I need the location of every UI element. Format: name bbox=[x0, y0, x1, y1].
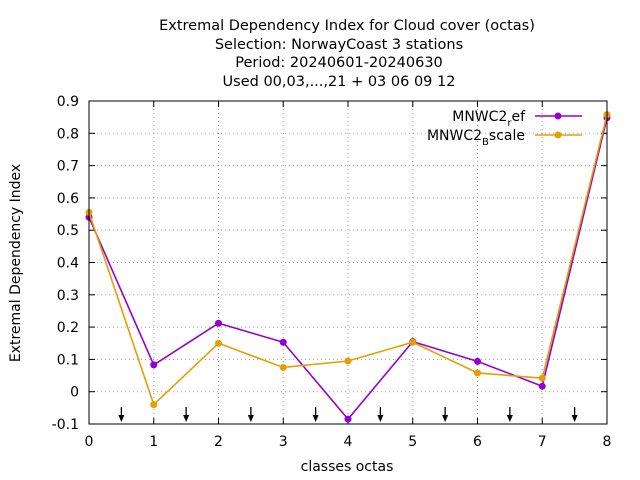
class-boundary-arrow bbox=[183, 407, 190, 422]
data-point bbox=[344, 415, 352, 423]
data-point bbox=[474, 357, 481, 365]
legend-marker bbox=[554, 112, 562, 120]
y-tick-label: 0.6 bbox=[57, 191, 79, 207]
data-point bbox=[538, 374, 546, 382]
x-tick-label: 4 bbox=[344, 434, 353, 450]
data-point bbox=[215, 319, 222, 327]
legend-label: MNWC2ref bbox=[452, 109, 526, 129]
ticks: 0 1 2 3 4 5 6 7 8 -0.1 0 0.1 0.2 0.3 0.4 0.5 0.6 0.7 0.8 0.… bbox=[52, 94, 612, 450]
series bbox=[85, 111, 611, 423]
class-boundary-arrow bbox=[118, 407, 125, 422]
x-tick-label: 6 bbox=[473, 434, 482, 450]
y-tick-label: 0.3 bbox=[57, 288, 79, 304]
arrow-head bbox=[506, 415, 513, 422]
class-boundary-arrow bbox=[247, 407, 254, 422]
data-point bbox=[344, 357, 352, 365]
title-line: Selection: NorwayCoast 3 stations bbox=[215, 37, 463, 53]
chart-title: Extremal Dependency Index for Cloud cove… bbox=[159, 18, 535, 90]
x-axis-label: classes octas bbox=[301, 459, 394, 475]
series-2 bbox=[85, 111, 611, 409]
y-tick-label: 0.4 bbox=[57, 256, 79, 272]
y-tick-label: 0.8 bbox=[57, 126, 79, 142]
class-boundary-arrow bbox=[571, 407, 578, 422]
arrow-head bbox=[571, 415, 578, 422]
arrow-head bbox=[183, 415, 190, 422]
data-point bbox=[150, 401, 158, 409]
class-boundary-arrow bbox=[312, 407, 319, 422]
arrows bbox=[118, 407, 578, 422]
legend-entry: MNWC2ref bbox=[452, 109, 582, 129]
series-1 bbox=[85, 114, 611, 423]
x-tick-label: 7 bbox=[538, 434, 547, 450]
y-tick-label: 0.9 bbox=[57, 94, 79, 110]
arrow-head bbox=[247, 415, 254, 422]
title-line: Extremal Dependency Index for Cloud cove… bbox=[159, 18, 535, 34]
legend-entry: MNWC2Bscale bbox=[427, 128, 582, 148]
data-point bbox=[215, 339, 222, 347]
arrow-head bbox=[118, 415, 125, 422]
y-tick-label: -0.1 bbox=[52, 417, 79, 433]
data-point bbox=[474, 369, 481, 377]
y-tick-label: 0 bbox=[70, 385, 79, 401]
data-point bbox=[279, 363, 287, 371]
grid bbox=[89, 101, 607, 424]
data-point bbox=[150, 361, 158, 369]
x-tick-label: 2 bbox=[214, 434, 223, 450]
y-tick-label: 0.7 bbox=[57, 159, 79, 175]
x-tick-label: 1 bbox=[149, 434, 158, 450]
class-boundary-arrow bbox=[442, 407, 449, 422]
y-axis-label: Extremal Dependency Index bbox=[8, 164, 24, 362]
x-tick-label: 5 bbox=[408, 434, 417, 450]
data-point bbox=[538, 382, 546, 390]
x-tick-label: 3 bbox=[279, 434, 288, 450]
arrow-head bbox=[442, 415, 449, 422]
x-tick-label: 8 bbox=[603, 434, 612, 450]
legend-label: MNWC2Bscale bbox=[427, 128, 525, 148]
y-tick-label: 0.5 bbox=[57, 223, 79, 239]
class-boundary-arrow bbox=[506, 407, 513, 422]
class-boundary-arrow bbox=[377, 407, 384, 422]
title-line: Period: 20240601-20240630 bbox=[235, 55, 443, 71]
y-tick-label: 0.2 bbox=[57, 320, 79, 336]
title-line: Used 00,03,...,21 + 03 06 09 12 bbox=[223, 74, 456, 90]
arrow-head bbox=[377, 415, 384, 422]
data-point bbox=[279, 338, 287, 346]
data-point bbox=[409, 338, 417, 346]
legend-marker bbox=[554, 131, 562, 139]
x-tick-label: 0 bbox=[85, 434, 94, 450]
plot-border bbox=[88, 100, 608, 425]
y-tick-label: 0.1 bbox=[57, 352, 79, 368]
arrow-head bbox=[312, 415, 319, 422]
